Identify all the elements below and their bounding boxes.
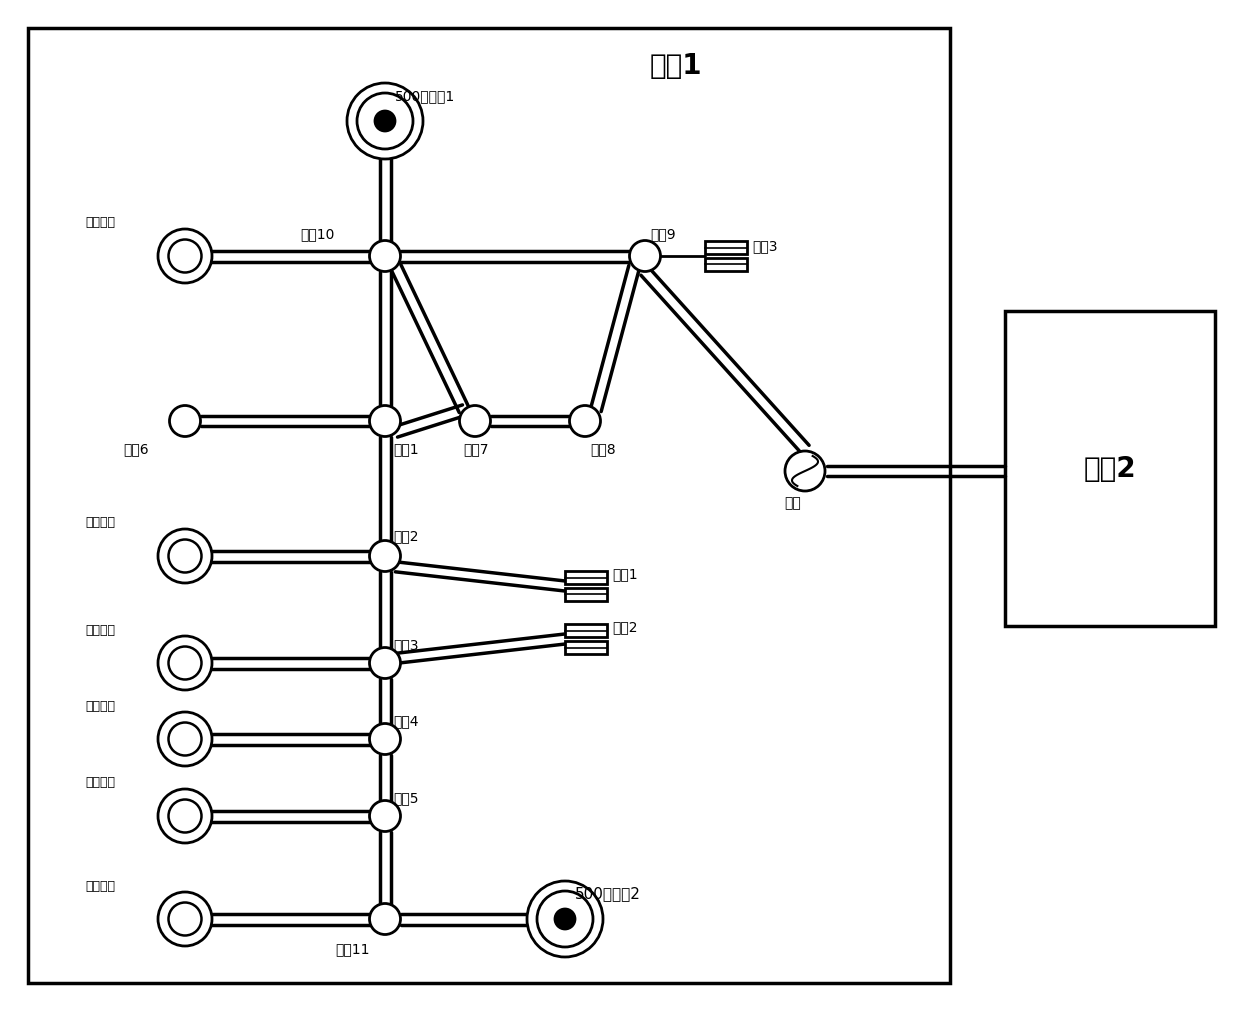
Text: 电厂3: 电厂3 <box>751 239 777 253</box>
Circle shape <box>370 904 401 934</box>
Bar <box>565 588 608 601</box>
Circle shape <box>157 712 212 766</box>
Text: 等效负荷: 等效负荷 <box>86 624 115 637</box>
Bar <box>565 641 608 654</box>
Text: 母线2: 母线2 <box>393 529 419 543</box>
Text: 母线6: 母线6 <box>123 442 149 456</box>
Circle shape <box>374 111 396 131</box>
Circle shape <box>630 241 661 272</box>
Bar <box>706 258 746 271</box>
Text: 等效负荷: 等效负荷 <box>86 776 115 790</box>
Circle shape <box>157 636 212 690</box>
Text: 500千伏站1: 500千伏站1 <box>396 89 455 103</box>
Text: 等效负荷: 等效负荷 <box>86 880 115 893</box>
Bar <box>565 624 608 637</box>
Text: 母线9: 母线9 <box>650 227 676 241</box>
Text: 母线3: 母线3 <box>393 638 419 652</box>
Text: 母线10: 母线10 <box>300 227 335 241</box>
Circle shape <box>556 909 575 929</box>
Circle shape <box>370 724 401 754</box>
Text: 等效负荷: 等效负荷 <box>86 517 115 530</box>
Circle shape <box>169 903 201 935</box>
Circle shape <box>460 405 491 437</box>
Text: 母线8: 母线8 <box>590 442 615 456</box>
Circle shape <box>169 540 201 572</box>
Circle shape <box>370 405 401 437</box>
Circle shape <box>785 451 825 491</box>
Circle shape <box>357 93 413 149</box>
Text: 母线7: 母线7 <box>463 442 489 456</box>
Circle shape <box>169 800 201 832</box>
Bar <box>706 241 746 254</box>
Bar <box>565 571 608 584</box>
Text: 母线4: 母线4 <box>393 714 419 728</box>
Text: 等效负荷: 等效负荷 <box>86 700 115 713</box>
Text: 电厂2: 电厂2 <box>613 620 637 634</box>
Circle shape <box>170 405 201 437</box>
Circle shape <box>370 801 401 831</box>
Circle shape <box>370 647 401 678</box>
Circle shape <box>370 241 401 272</box>
Text: 母线1: 母线1 <box>393 442 419 456</box>
Circle shape <box>569 405 600 437</box>
Circle shape <box>527 881 603 957</box>
Text: 母线11: 母线11 <box>335 942 370 956</box>
Circle shape <box>157 892 212 946</box>
Circle shape <box>169 723 201 755</box>
Circle shape <box>157 529 212 583</box>
Text: 500千伏站2: 500千伏站2 <box>575 887 641 902</box>
Text: 柔直: 柔直 <box>785 496 801 510</box>
Bar <box>29 28 950 983</box>
Circle shape <box>169 240 201 273</box>
Circle shape <box>537 891 593 947</box>
Circle shape <box>169 646 201 679</box>
Text: 等效负荷: 等效负荷 <box>86 216 115 229</box>
Circle shape <box>157 789 212 843</box>
Bar <box>1004 311 1215 626</box>
Circle shape <box>347 83 423 159</box>
Circle shape <box>157 229 212 283</box>
Text: 分区2: 分区2 <box>1084 455 1136 482</box>
Text: 电厂1: 电厂1 <box>613 567 637 581</box>
Text: 分区1: 分区1 <box>650 52 703 80</box>
Text: 母线5: 母线5 <box>393 791 419 805</box>
Circle shape <box>370 541 401 571</box>
